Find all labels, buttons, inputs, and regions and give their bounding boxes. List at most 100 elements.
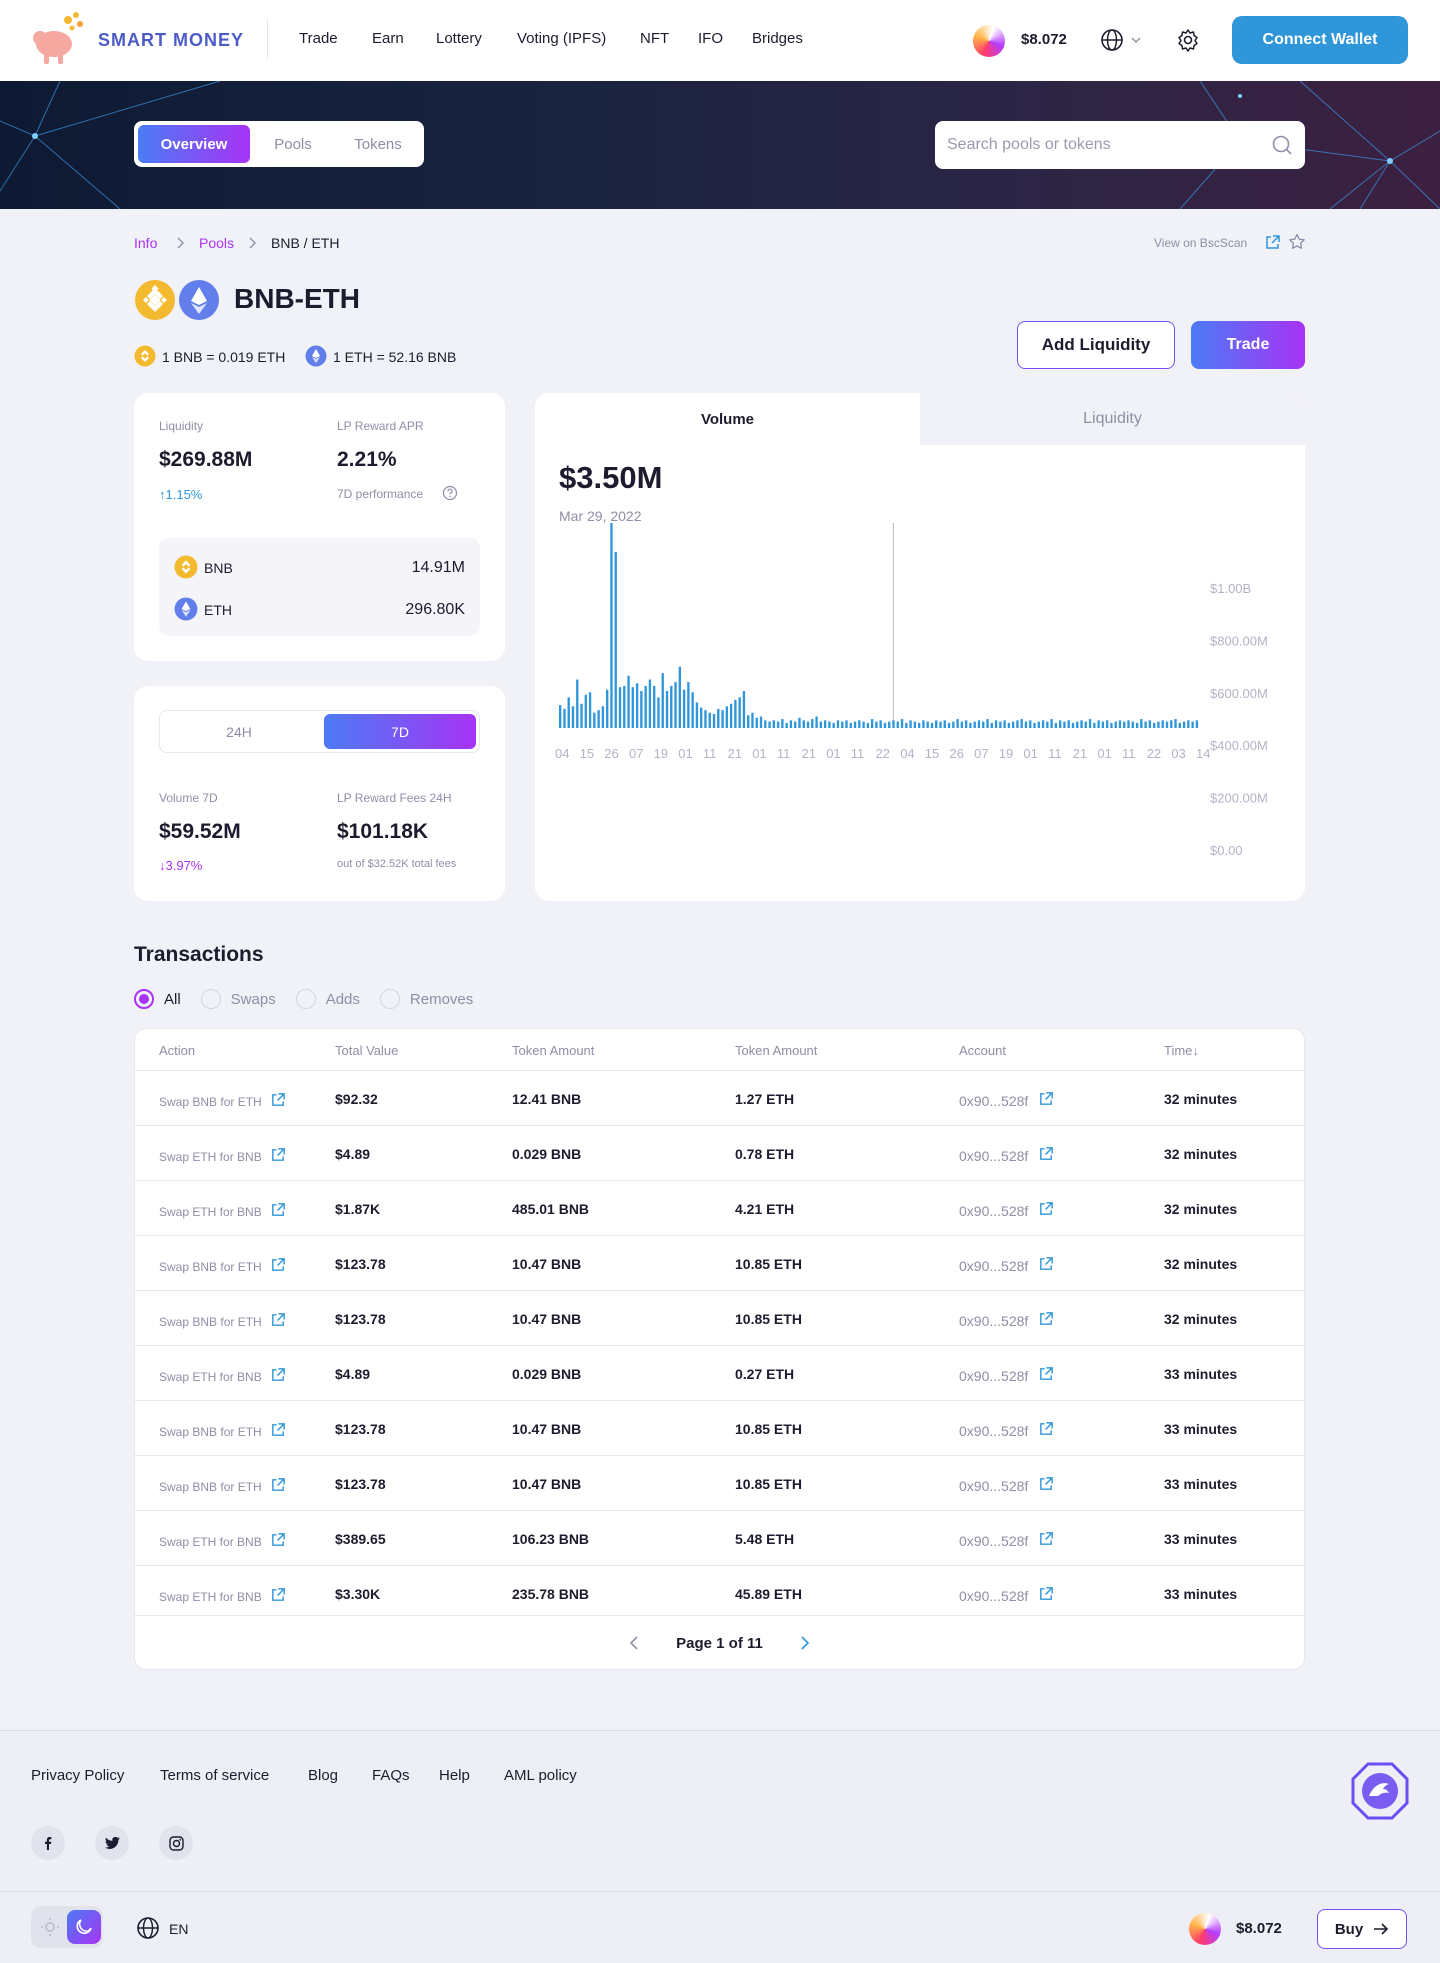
volume-bar[interactable]: [772, 720, 776, 728]
volume-bar[interactable]: [1131, 721, 1134, 729]
volume-bar[interactable]: [725, 706, 729, 728]
volume-bar[interactable]: [896, 721, 899, 729]
volume-bar[interactable]: [742, 691, 746, 729]
volume-bar[interactable]: [1084, 721, 1087, 729]
volume-bar[interactable]: [1033, 722, 1036, 728]
filter-all-label[interactable]: All: [164, 990, 181, 1008]
volume-bar[interactable]: [917, 722, 921, 728]
volume-bar[interactable]: [653, 685, 656, 729]
volume-bar[interactable]: [853, 721, 857, 729]
tx-account[interactable]: 0x90...528f: [959, 1421, 1054, 1440]
volume-bar[interactable]: [973, 721, 976, 729]
volume-bar[interactable]: [1011, 721, 1015, 729]
footer-link-blog[interactable]: Blog: [308, 1767, 339, 1784]
tx-action[interactable]: Swap BNB for ETH: [159, 1312, 286, 1331]
volume-bar[interactable]: [1088, 719, 1092, 728]
nav-item-bridges[interactable]: Bridges: [752, 30, 803, 47]
volume-bar[interactable]: [982, 721, 985, 729]
external-link-icon[interactable]: [1038, 1476, 1054, 1495]
tx-action-label[interactable]: Swap BNB for ETH: [159, 1314, 262, 1329]
volume-bar[interactable]: [704, 710, 707, 728]
filter-removes-radio[interactable]: [379, 989, 400, 1009]
filter-swaps-radio[interactable]: [200, 989, 221, 1009]
twitter-icon[interactable]: [95, 1826, 129, 1860]
volume-bar[interactable]: [1054, 722, 1058, 728]
tx-action-label[interactable]: Swap ETH for BNB: [159, 1534, 262, 1549]
tx-account[interactable]: 0x90...528f: [959, 1311, 1054, 1330]
table-row[interactable]: Swap BNB for ETH $123.78 10.47 BNB 10.85 ET…: [135, 1290, 1304, 1345]
footer-link-faqs[interactable]: FAQs: [372, 1767, 410, 1784]
volume-bar[interactable]: [661, 673, 664, 729]
volume-bar[interactable]: [1191, 721, 1194, 729]
table-row[interactable]: Swap ETH for BNB $389.65 106.23 BNB 5.48 ET…: [135, 1510, 1304, 1565]
filter-adds-label[interactable]: Adds: [325, 990, 360, 1008]
volume-bar[interactable]: [1058, 720, 1062, 728]
tx-action-label[interactable]: Swap ETH for BNB: [159, 1589, 262, 1604]
volume-bar[interactable]: [969, 722, 972, 728]
volume-bar[interactable]: [1182, 721, 1186, 729]
tx-action[interactable]: Swap ETH for BNB: [159, 1532, 286, 1551]
volume-bar[interactable]: [858, 720, 861, 728]
volume-bar[interactable]: [828, 721, 831, 729]
volume-bar[interactable]: [1024, 721, 1028, 729]
volume-bar[interactable]: [734, 699, 737, 728]
breadcrumb-info[interactable]: Info: [134, 235, 158, 251]
volume-bar[interactable]: [832, 722, 835, 728]
volume-bar[interactable]: [888, 721, 891, 729]
external-link-icon[interactable]: [1038, 1146, 1054, 1165]
footer-link-help[interactable]: Help: [439, 1767, 470, 1784]
volume-bar[interactable]: [627, 675, 630, 728]
volume-bar[interactable]: [1063, 721, 1066, 729]
volume-bar[interactable]: [986, 719, 989, 728]
volume-bar[interactable]: [1195, 720, 1199, 728]
volume-bar[interactable]: [815, 716, 818, 728]
volume-bar[interactable]: [845, 720, 848, 728]
volume-bar[interactable]: [695, 702, 699, 729]
volume-bar[interactable]: [776, 721, 780, 729]
volume-bar[interactable]: [1037, 721, 1040, 729]
search-input[interactable]: [947, 136, 1271, 154]
volume-bar[interactable]: [1187, 720, 1190, 728]
moon-toggle-active[interactable]: [67, 1910, 101, 1944]
volume-bar[interactable]: [1016, 720, 1019, 728]
volume-bar[interactable]: [1050, 719, 1053, 728]
piggy-logo-icon[interactable]: [28, 10, 88, 68]
external-link-icon[interactable]: [270, 1422, 286, 1441]
tx-account-label[interactable]: 0x90...528f: [959, 1587, 1029, 1604]
tx-account-label[interactable]: 0x90...528f: [959, 1257, 1029, 1274]
brand-name[interactable]: SMART MONEY: [98, 30, 244, 50]
sun-icon[interactable]: [40, 1917, 60, 1937]
chevron-right-icon[interactable]: [799, 1635, 811, 1651]
volume-bar[interactable]: [1046, 721, 1049, 729]
tx-account-label[interactable]: 0x90...528f: [959, 1532, 1029, 1549]
volume-bar[interactable]: [614, 552, 617, 728]
volume-bar-chart[interactable]: $1.00B $800.00M $600.00M $400.00M $200.00M $0…: [535, 523, 1305, 893]
volume-bar[interactable]: [1165, 721, 1169, 729]
nav-item-voting[interactable]: Voting (IPFS): [517, 30, 607, 47]
volume-bar[interactable]: [1071, 722, 1075, 728]
volume-bar[interactable]: [747, 715, 750, 728]
col-time[interactable]: Time↓: [1164, 1043, 1199, 1058]
volume-bar[interactable]: [1123, 721, 1126, 729]
volume-bar[interactable]: [1105, 720, 1109, 728]
volume-bar[interactable]: [751, 712, 754, 728]
tx-action[interactable]: Swap BNB for ETH: [159, 1477, 286, 1496]
volume-bar[interactable]: [1152, 722, 1156, 728]
volume-bar[interactable]: [580, 703, 583, 729]
volume-bar[interactable]: [990, 722, 993, 728]
volume-bar[interactable]: [1118, 720, 1122, 728]
nav-item-ifo[interactable]: IFO: [698, 30, 723, 47]
volume-bar[interactable]: [717, 708, 720, 729]
table-row[interactable]: Swap ETH for BNB $4.89 0.029 BNB 0.78 ETH 0x…: [135, 1125, 1304, 1180]
tx-account-label[interactable]: 0x90...528f: [959, 1422, 1029, 1439]
volume-bar[interactable]: [947, 722, 951, 728]
tx-account[interactable]: 0x90...528f: [959, 1091, 1054, 1110]
tx-account-label[interactable]: 0x90...528f: [959, 1202, 1029, 1219]
external-link-icon[interactable]: [270, 1587, 286, 1606]
trade-button[interactable]: Trade: [1191, 321, 1305, 369]
volume-bar[interactable]: [618, 687, 622, 728]
external-link-icon[interactable]: [270, 1367, 286, 1386]
filter-adds-radio[interactable]: [295, 989, 316, 1009]
volume-bar[interactable]: [939, 721, 942, 729]
volume-bar[interactable]: [935, 720, 938, 728]
